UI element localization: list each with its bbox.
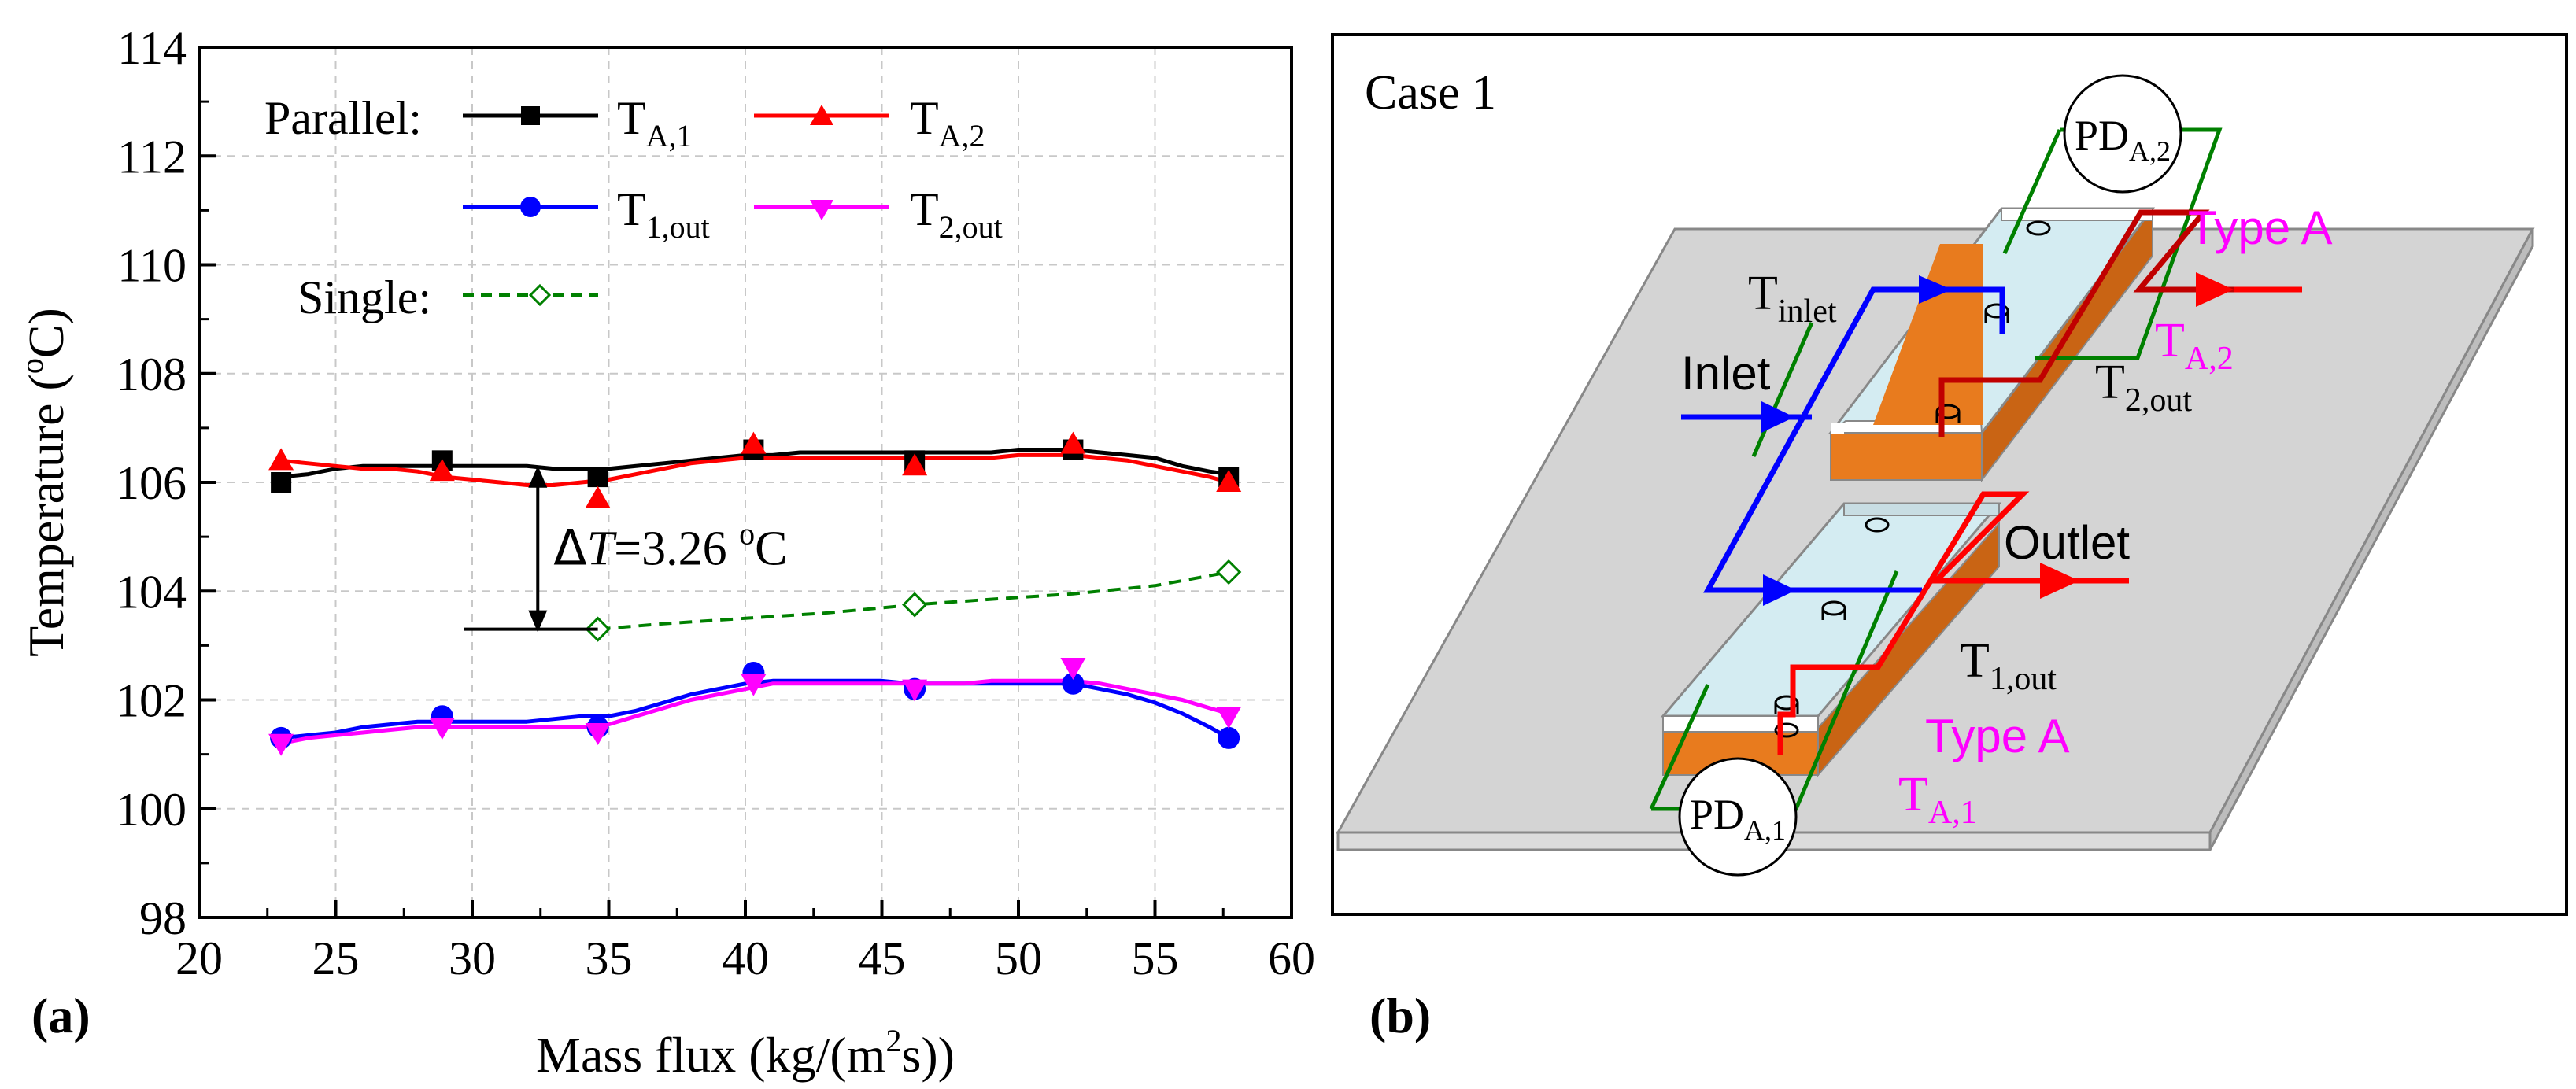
series-markers — [268, 431, 1242, 756]
t-inlet-label: Tinlet — [1748, 267, 1837, 330]
panel-b-label: (b) — [1369, 987, 1431, 1043]
svg-text:TA,2: TA,2 — [910, 92, 985, 153]
data-point-single — [1216, 559, 1242, 585]
axis-ticks — [198, 46, 1293, 919]
data-point-t-a-2 — [1060, 431, 1086, 454]
inlet-label: Inlet — [1681, 347, 1771, 400]
chart-panel: 20 25 30 35 40 45 50 55 60 98 100 102 104 106 108 110 11… — [14, 22, 1315, 1083]
legend-entry-ta1: TA,1 — [463, 92, 693, 153]
delta-t-label: ΔT=3.26 oC — [553, 516, 787, 577]
data-point-t-a-2 — [268, 448, 294, 471]
y-tick-label: 114 — [117, 22, 187, 74]
y-tick-label: 106 — [116, 457, 187, 509]
legend-single-label: Single: — [298, 271, 431, 323]
t-a2-label: TA,2 — [2155, 314, 2234, 377]
data-point-t-a-2 — [1216, 470, 1242, 492]
delta-t-arrow-head-down — [528, 610, 548, 633]
delta-t-arrow-head-up — [528, 465, 548, 488]
svg-text:PDA,2: PDA,2 — [2075, 112, 2171, 167]
case-label: Case 1 — [1365, 66, 1496, 120]
data-point-t-2-out — [1216, 707, 1242, 729]
data-point-single — [902, 592, 928, 618]
x-tick-label: 30 — [449, 932, 496, 984]
axis-tick-labels: 20 25 30 35 40 45 50 55 60 98 100 102 104 106 108 110 11… — [116, 22, 1315, 984]
delta-t-annotation: ΔT=3.26 oC — [464, 465, 788, 633]
data-point-t-a-2 — [429, 459, 455, 482]
pd-a1-sensor: PDA,1 — [1678, 757, 1798, 877]
x-tick-label: 20 — [176, 932, 223, 984]
upper-module — [1828, 206, 2156, 482]
y-tick-label: 102 — [116, 675, 187, 727]
data-point-t-a-2 — [585, 485, 611, 508]
x-tick-label: 25 — [312, 932, 360, 984]
data-point-t-a-2 — [741, 431, 767, 454]
legend-entry-t2out: T2,out — [754, 183, 1003, 245]
x-tick-label: 55 — [1132, 932, 1179, 984]
schematic-panel: Case 1 — [1331, 33, 2568, 1043]
x-tick-label: 45 — [859, 932, 906, 984]
ports — [1774, 220, 2051, 738]
x-tick-label: 50 — [995, 932, 1042, 984]
data-point-t-a-2 — [902, 453, 928, 476]
x-tick-label: 35 — [586, 932, 633, 984]
data-point-t-2-out — [268, 733, 294, 756]
type-a-bottom-label: Type A — [1925, 710, 2069, 762]
svg-text:PDA,1: PDA,1 — [1690, 791, 1786, 846]
outlet-label: Outlet — [2004, 516, 2130, 569]
y-tick-label: 104 — [116, 566, 187, 618]
pd-a2-sensor: PDA,2 — [2063, 74, 2182, 194]
chart-grid — [199, 47, 1292, 917]
legend-entry-ta2: TA,2 — [754, 92, 985, 153]
outlet-flow-path — [1777, 209, 2302, 755]
t-a1-label: TA,1 — [1898, 768, 1977, 831]
legend-entry-single — [463, 283, 598, 307]
data-point-t-2-out — [1060, 658, 1086, 681]
data-point-t-a-1 — [587, 467, 608, 488]
x-tick-label: 60 — [1268, 932, 1315, 984]
y-tick-label: 98 — [139, 892, 187, 944]
panel-a-label: (a) — [31, 987, 91, 1043]
data-point-t-2-out — [902, 679, 928, 702]
data-point-t-1-out — [1062, 672, 1085, 695]
svg-text:T1,out: T1,out — [617, 183, 710, 245]
inlet-flow-path — [1681, 275, 2005, 606]
y-tick-label: 100 — [116, 784, 187, 836]
data-point-t-2-out — [585, 722, 611, 745]
data-point-t-a-1 — [271, 472, 292, 493]
y-axis-title: Temperature (oC) — [14, 308, 74, 657]
chart-legend: Parallel: TA,1 TA,2 T1,out T2,out — [264, 92, 1003, 323]
svg-text:T2,out: T2,out — [910, 183, 1003, 245]
data-point-t-2-out — [429, 718, 455, 740]
type-a-top-label: Type A — [2188, 201, 2332, 254]
svg-text:TA,1: TA,1 — [617, 92, 693, 153]
data-point-t-1-out — [1218, 726, 1240, 749]
data-point-t-2-out — [741, 674, 767, 696]
legend-parallel-label: Parallel: — [264, 92, 422, 144]
y-tick-label: 108 — [116, 349, 187, 401]
t-2out-label: T2,out — [2095, 356, 2192, 419]
y-tick-label: 112 — [117, 131, 187, 183]
t-1out-label: T1,out — [1960, 634, 2057, 697]
x-axis-title: Mass flux (kg/(m2s)) — [536, 1023, 955, 1083]
y-tick-label: 110 — [117, 240, 187, 292]
legend-entry-t1out: T1,out — [463, 183, 710, 245]
x-tick-label: 40 — [722, 932, 769, 984]
